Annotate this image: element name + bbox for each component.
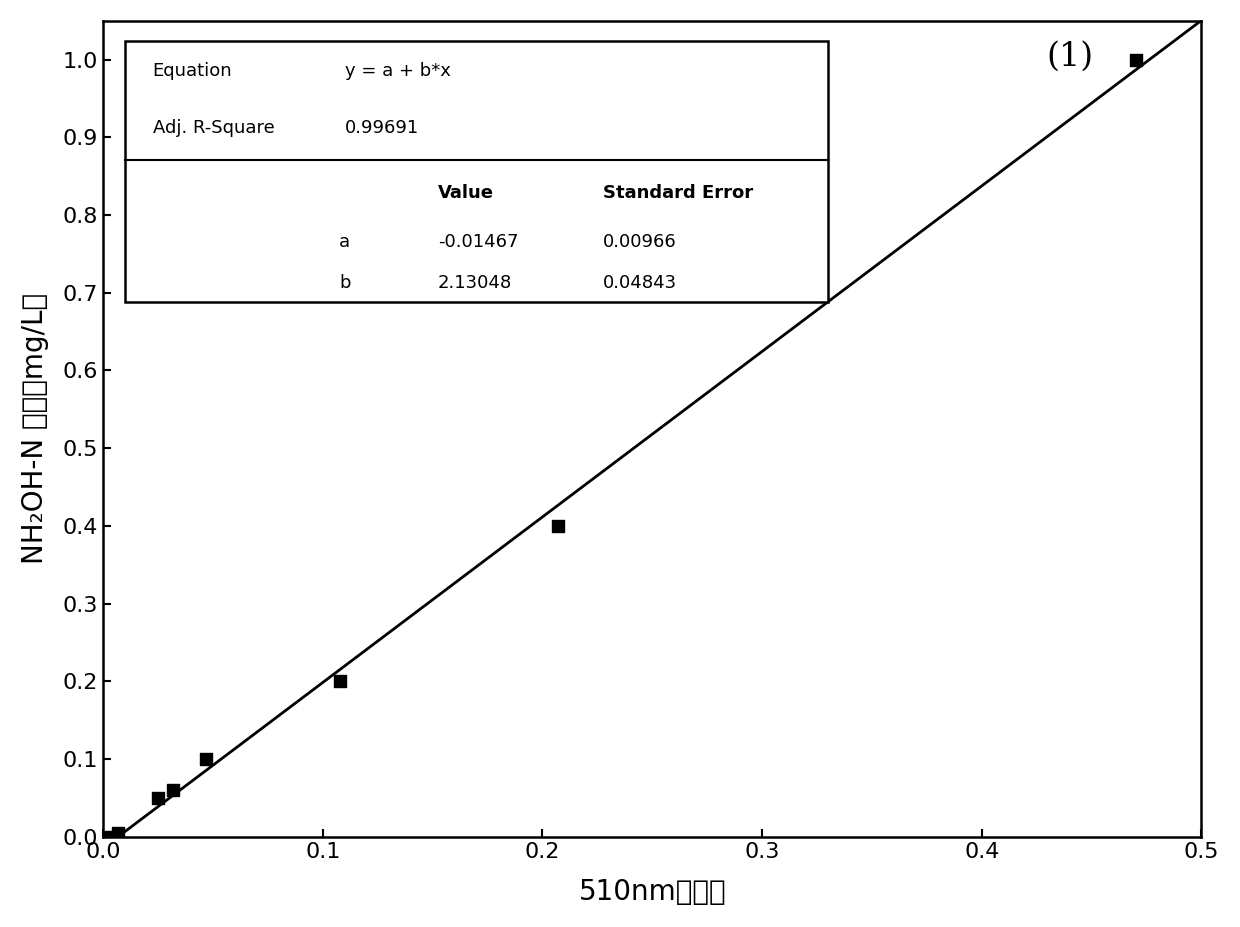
Text: 2.13048: 2.13048 bbox=[438, 273, 512, 292]
Point bbox=[164, 782, 184, 797]
Point bbox=[196, 752, 216, 767]
Y-axis label: NH₂OH-N 浓度（mg/L）: NH₂OH-N 浓度（mg/L） bbox=[21, 293, 48, 565]
Text: Value: Value bbox=[438, 184, 494, 202]
Point bbox=[548, 518, 568, 533]
Text: 0.04843: 0.04843 bbox=[603, 273, 677, 292]
Point bbox=[99, 830, 119, 844]
Text: y = a + b*x: y = a + b*x bbox=[345, 61, 450, 80]
Point bbox=[109, 825, 129, 840]
Text: Standard Error: Standard Error bbox=[603, 184, 753, 202]
X-axis label: 510nm吸光度: 510nm吸光度 bbox=[578, 878, 727, 907]
Text: 0.00966: 0.00966 bbox=[603, 233, 677, 251]
Text: (1): (1) bbox=[1047, 41, 1094, 73]
Text: -0.01467: -0.01467 bbox=[438, 233, 518, 251]
Text: Equation: Equation bbox=[153, 61, 232, 80]
Text: b: b bbox=[340, 273, 351, 292]
FancyBboxPatch shape bbox=[125, 41, 828, 302]
Text: a: a bbox=[340, 233, 351, 251]
Point bbox=[148, 791, 167, 806]
Text: Adj. R-Square: Adj. R-Square bbox=[153, 119, 274, 136]
Point bbox=[330, 674, 350, 689]
Point bbox=[1126, 52, 1146, 67]
Text: 0.99691: 0.99691 bbox=[345, 119, 419, 136]
